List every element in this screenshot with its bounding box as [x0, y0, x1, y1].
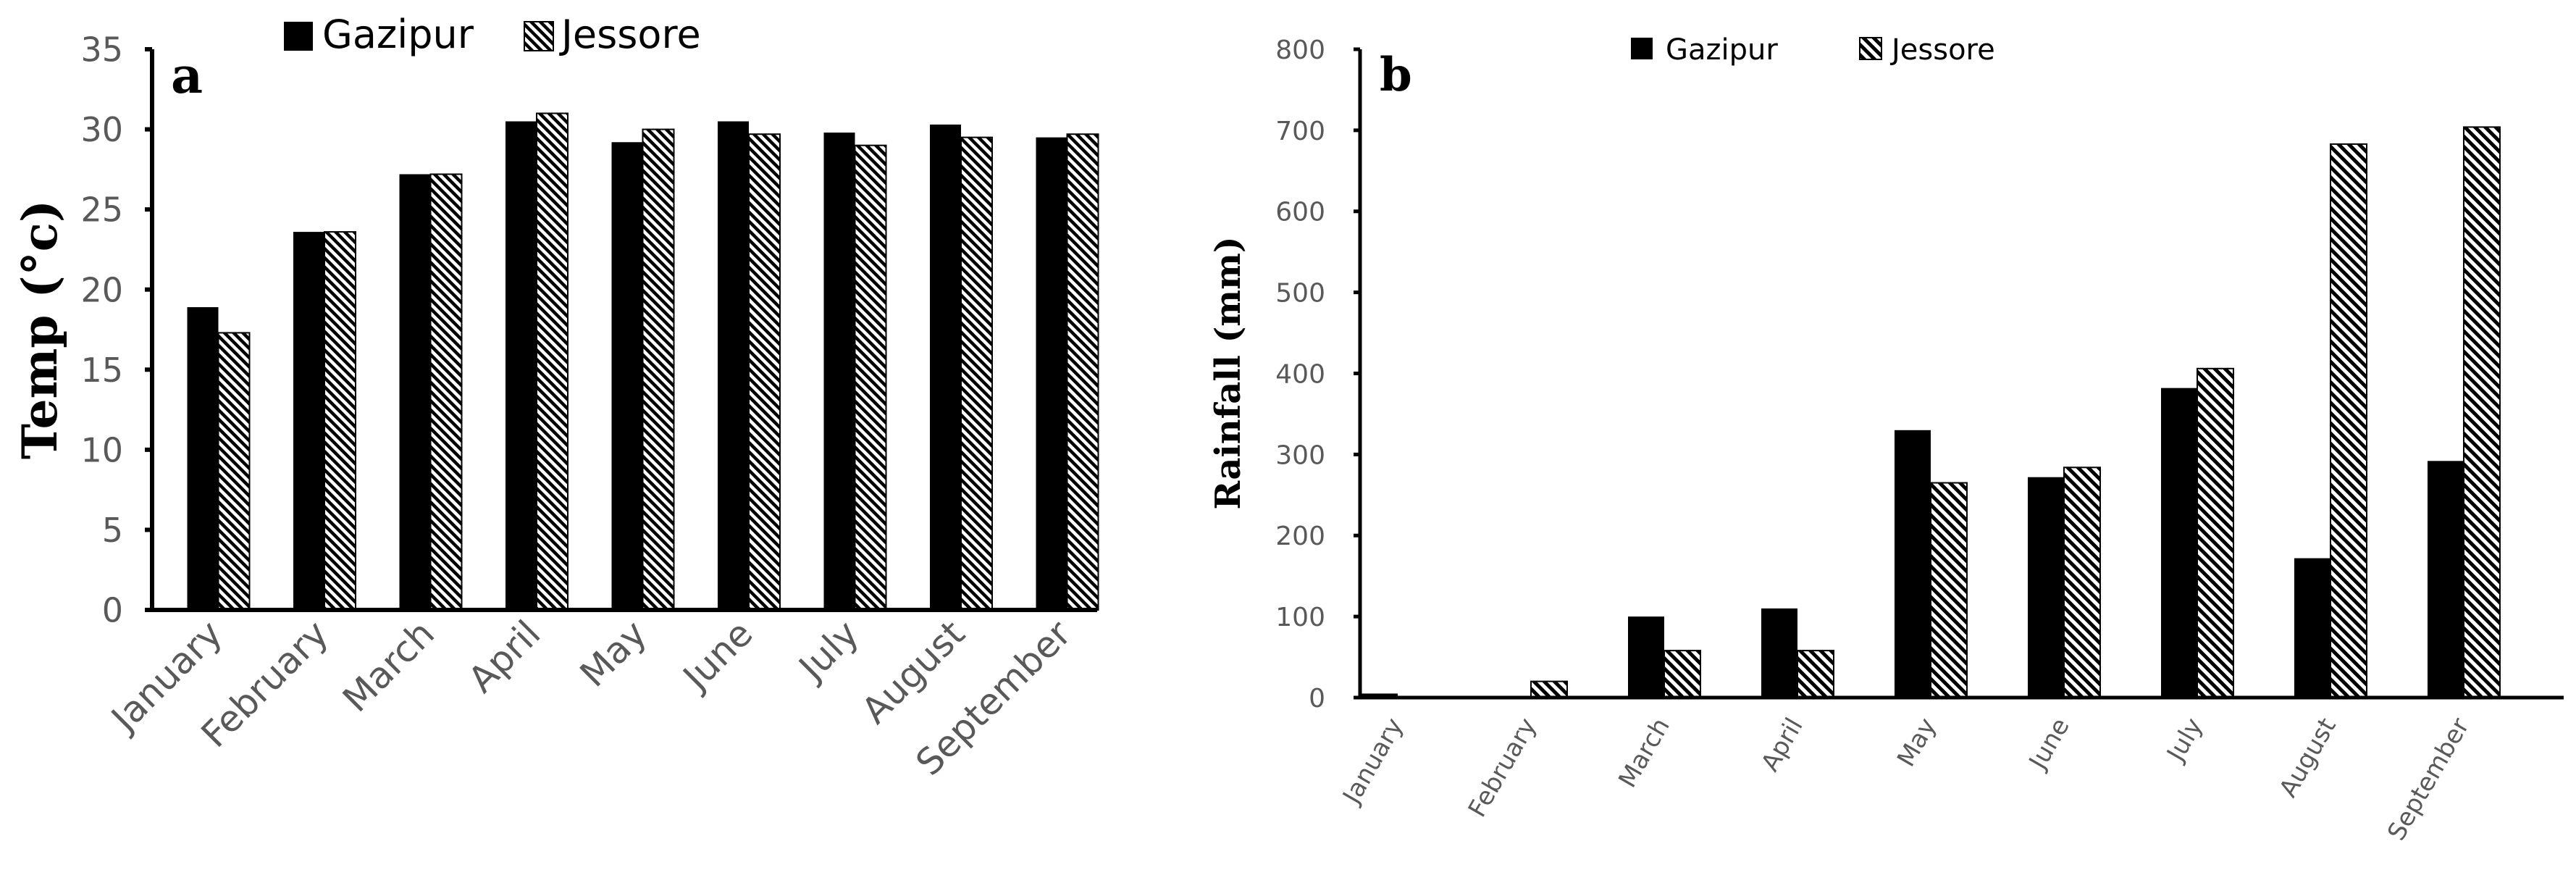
- temperature-legend-gazipur-label: Gazipur: [322, 12, 474, 57]
- rainfall-x-ticks: January February March April May June July Augu…: [1337, 713, 2475, 845]
- rainfall-legend-jessore-swatch: [1859, 37, 1882, 60]
- rainfall-panel-letter: b: [1380, 48, 1412, 102]
- temperature-legend: Gazipur Jessore: [284, 12, 701, 57]
- temperature-bar-jessore-september: [1066, 133, 1099, 611]
- rainfall-y-tick-label: 500: [1275, 279, 1325, 309]
- rainfall-bar-jessore-may: [1930, 482, 1968, 698]
- rainfall-bar-jessore-april: [1797, 650, 1834, 698]
- temperature-y-tick-label: 0: [102, 591, 123, 630]
- rainfall-y-tick-label: 600: [1275, 198, 1325, 227]
- rainfall-y-axis-title: Rainfall (mm): [1208, 236, 1249, 509]
- temperature-bar-jessore-march: [429, 173, 463, 611]
- temperature-bar-gazipur-july: [823, 132, 855, 611]
- temperature-x-tick-label: July: [789, 612, 867, 690]
- rainfall-legend-jessore-label: Jessore: [1889, 33, 1995, 67]
- temperature-x-tick-label: April: [461, 612, 549, 700]
- rainfall-bar-jessore-june: [2063, 467, 2101, 699]
- temperature-bars: [187, 112, 1099, 611]
- temperature-x-tick-label: June: [674, 612, 760, 699]
- temperature-legend-gazipur-swatch: [284, 22, 313, 51]
- rainfall-bar-jessore-march: [1664, 650, 1701, 698]
- rainfall-legend-gazipur-label: Gazipur: [1666, 33, 1778, 67]
- rainfall-bar-jessore-september: [2463, 126, 2501, 698]
- temperature-y-tick-label: 25: [80, 191, 123, 230]
- temperature-y-tick-label: 30: [80, 110, 123, 149]
- rainfall-bar-gazipur-march: [1628, 616, 1664, 698]
- temperature-bar-jessore-april: [536, 112, 569, 611]
- rainfall-bar-jessore-february: [1530, 680, 1568, 698]
- temperature-y-tick-label: 10: [80, 430, 123, 469]
- rainfall-y-tick-label: 200: [1275, 522, 1325, 551]
- rainfall-x-tick-label: January: [1337, 714, 1409, 810]
- rainfall-y-tick-label: 0: [1309, 684, 1325, 714]
- rainfall-bar-gazipur-may: [1895, 430, 1931, 698]
- temperature-legend-jessore-swatch: [524, 21, 554, 51]
- rainfall-legend-gazipur-swatch: [1631, 38, 1653, 59]
- rainfall-bar-gazipur-april: [1761, 608, 1797, 698]
- rainfall-x-tick-label: May: [1892, 714, 1942, 772]
- temperature-bar-gazipur-august: [930, 124, 961, 611]
- rainfall-y-tick-label: 800: [1275, 35, 1325, 65]
- rainfall-bar-gazipur-september: [2428, 461, 2464, 698]
- rainfall-bars: [1362, 126, 2501, 699]
- rainfall-y-tick-label: 300: [1275, 440, 1325, 470]
- rainfall-bar-gazipur-january: [1362, 693, 1398, 698]
- temperature-x-tick-label: May: [572, 612, 655, 695]
- temperature-bar-gazipur-september: [1036, 137, 1067, 611]
- rainfall-bar-gazipur-august: [2294, 558, 2330, 698]
- temperature-bar-gazipur-april: [505, 121, 537, 610]
- rainfall-bar-gazipur-june: [2028, 477, 2064, 698]
- temperature-bar-jessore-february: [324, 231, 356, 611]
- temperature-y-tick-label: 5: [102, 511, 123, 550]
- rainfall-x-tick-label: April: [1755, 714, 1809, 777]
- temperature-x-tick-label: March: [335, 612, 442, 720]
- temperature-bar-jessore-august: [960, 136, 993, 611]
- rainfall-x-tick-label: August: [2274, 714, 2342, 803]
- temperature-y-ticks: 0 5 10 15 20 25 30 35: [80, 30, 152, 630]
- temperature-legend-jessore-label: Jessore: [559, 12, 701, 57]
- rainfall-bar-gazipur-july: [2161, 388, 2197, 698]
- rainfall-legend: Gazipur Jessore: [1631, 33, 1995, 67]
- rainfall-x-tick-label: September: [2382, 713, 2475, 845]
- temperature-bar-gazipur-june: [718, 121, 749, 610]
- temperature-bar-gazipur-january: [187, 307, 219, 610]
- temperature-panel-letter: a: [171, 47, 203, 105]
- temperature-y-tick-label: 35: [80, 30, 123, 70]
- temperature-y-axis-title: Temp (°c): [12, 200, 68, 459]
- rainfall-bar-jessore-august: [2330, 143, 2367, 699]
- rainfall-x-tick-label: July: [2161, 714, 2209, 768]
- temperature-bar-gazipur-february: [293, 232, 324, 610]
- rainfall-x-tick-label: March: [1613, 714, 1675, 793]
- temperature-bar-gazipur-may: [611, 142, 643, 610]
- temperature-bar-jessore-june: [748, 133, 781, 611]
- rainfall-x-tick-label: June: [2023, 714, 2076, 776]
- temperature-y-tick-label: 15: [80, 351, 123, 390]
- temperature-y-tick-label: 20: [80, 270, 123, 309]
- rainfall-x-tick-label: February: [1463, 714, 1543, 822]
- temperature-bar-jessore-january: [217, 332, 251, 611]
- rainfall-y-tick-label: 100: [1275, 603, 1325, 632]
- rainfall-y-tick-label: 700: [1275, 117, 1325, 146]
- temperature-bar-gazipur-march: [399, 174, 431, 610]
- temperature-axes: [150, 49, 1097, 612]
- rainfall-y-tick-label: 400: [1275, 359, 1325, 389]
- temperature-bar-jessore-july: [854, 144, 887, 611]
- rainfall-chart: 0 100 200 300 400 500 600 700 800 January Februar…: [1208, 33, 2564, 845]
- temperature-bar-jessore-may: [642, 128, 675, 611]
- rainfall-bar-jessore-july: [2197, 367, 2234, 698]
- rainfall-y-ticks: 0 100 200 300 400 500 600 700 800: [1275, 35, 1360, 714]
